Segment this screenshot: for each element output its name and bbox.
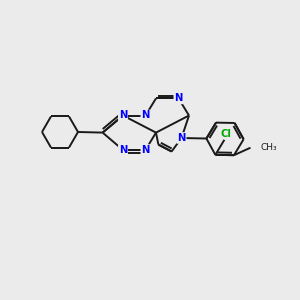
Text: N: N: [119, 110, 127, 121]
Text: N: N: [174, 93, 183, 103]
Text: Cl: Cl: [220, 129, 231, 140]
Text: CH₃: CH₃: [260, 143, 277, 152]
Text: N: N: [141, 145, 150, 155]
Text: N: N: [141, 110, 150, 121]
Text: N: N: [177, 133, 186, 143]
Text: N: N: [119, 145, 127, 155]
